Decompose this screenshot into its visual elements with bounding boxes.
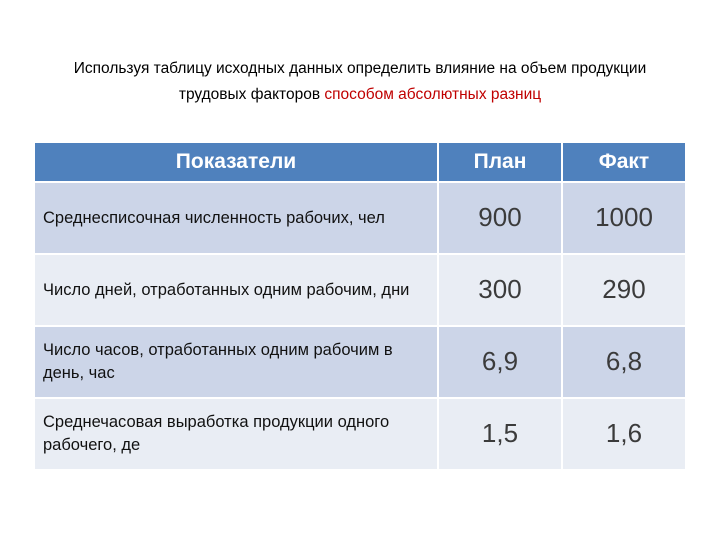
- slide-title-line-2: трудовых факторов способом абсолютных ра…: [0, 82, 720, 108]
- header-plan: План: [437, 140, 563, 183]
- row-label: Среднечасовая выработка продукции одного…: [33, 396, 439, 471]
- slide-title-line-2-red: способом абсолютных разниц: [324, 86, 542, 104]
- row-label: Число часов, отработанных одним рабочим …: [33, 324, 439, 399]
- row-fact-value: 1,6: [561, 396, 687, 471]
- row-label: Число дней, отработанных одним рабочим, …: [33, 252, 439, 327]
- header-fact: Факт: [561, 140, 687, 183]
- table-row-hours-per-day: Число часов, отработанных одним рабочим …: [33, 324, 687, 399]
- slide-title-line-1: Используя таблицу исходных данных опреде…: [73, 60, 647, 77]
- row-plan-value: 900: [437, 180, 563, 255]
- row-fact-value: 1000: [561, 180, 687, 255]
- row-fact-value: 6,8: [561, 324, 687, 399]
- table-row-days-worked: Число дней, отработанных одним рабочим, …: [33, 252, 687, 327]
- table-row-hourly-output: Среднечасовая выработка продукции одного…: [33, 396, 687, 471]
- slide-title-line-2-black: трудовых факторов: [178, 86, 325, 104]
- row-label: Среднесписочная численность рабочих, чел: [33, 180, 439, 255]
- row-plan-value: 1,5: [437, 396, 563, 471]
- row-fact-value: 290: [561, 252, 687, 327]
- data-table: Показатели План Факт Среднесписочная чис…: [33, 140, 687, 471]
- table-header-row: Показатели План Факт: [33, 140, 687, 183]
- header-indicators: Показатели: [33, 140, 439, 183]
- table-row-workers-count: Среднесписочная численность рабочих, чел…: [33, 180, 687, 255]
- row-plan-value: 6,9: [437, 324, 563, 399]
- slide-title: Используя таблицу исходных данных опреде…: [0, 0, 720, 109]
- row-plan-value: 300: [437, 252, 563, 327]
